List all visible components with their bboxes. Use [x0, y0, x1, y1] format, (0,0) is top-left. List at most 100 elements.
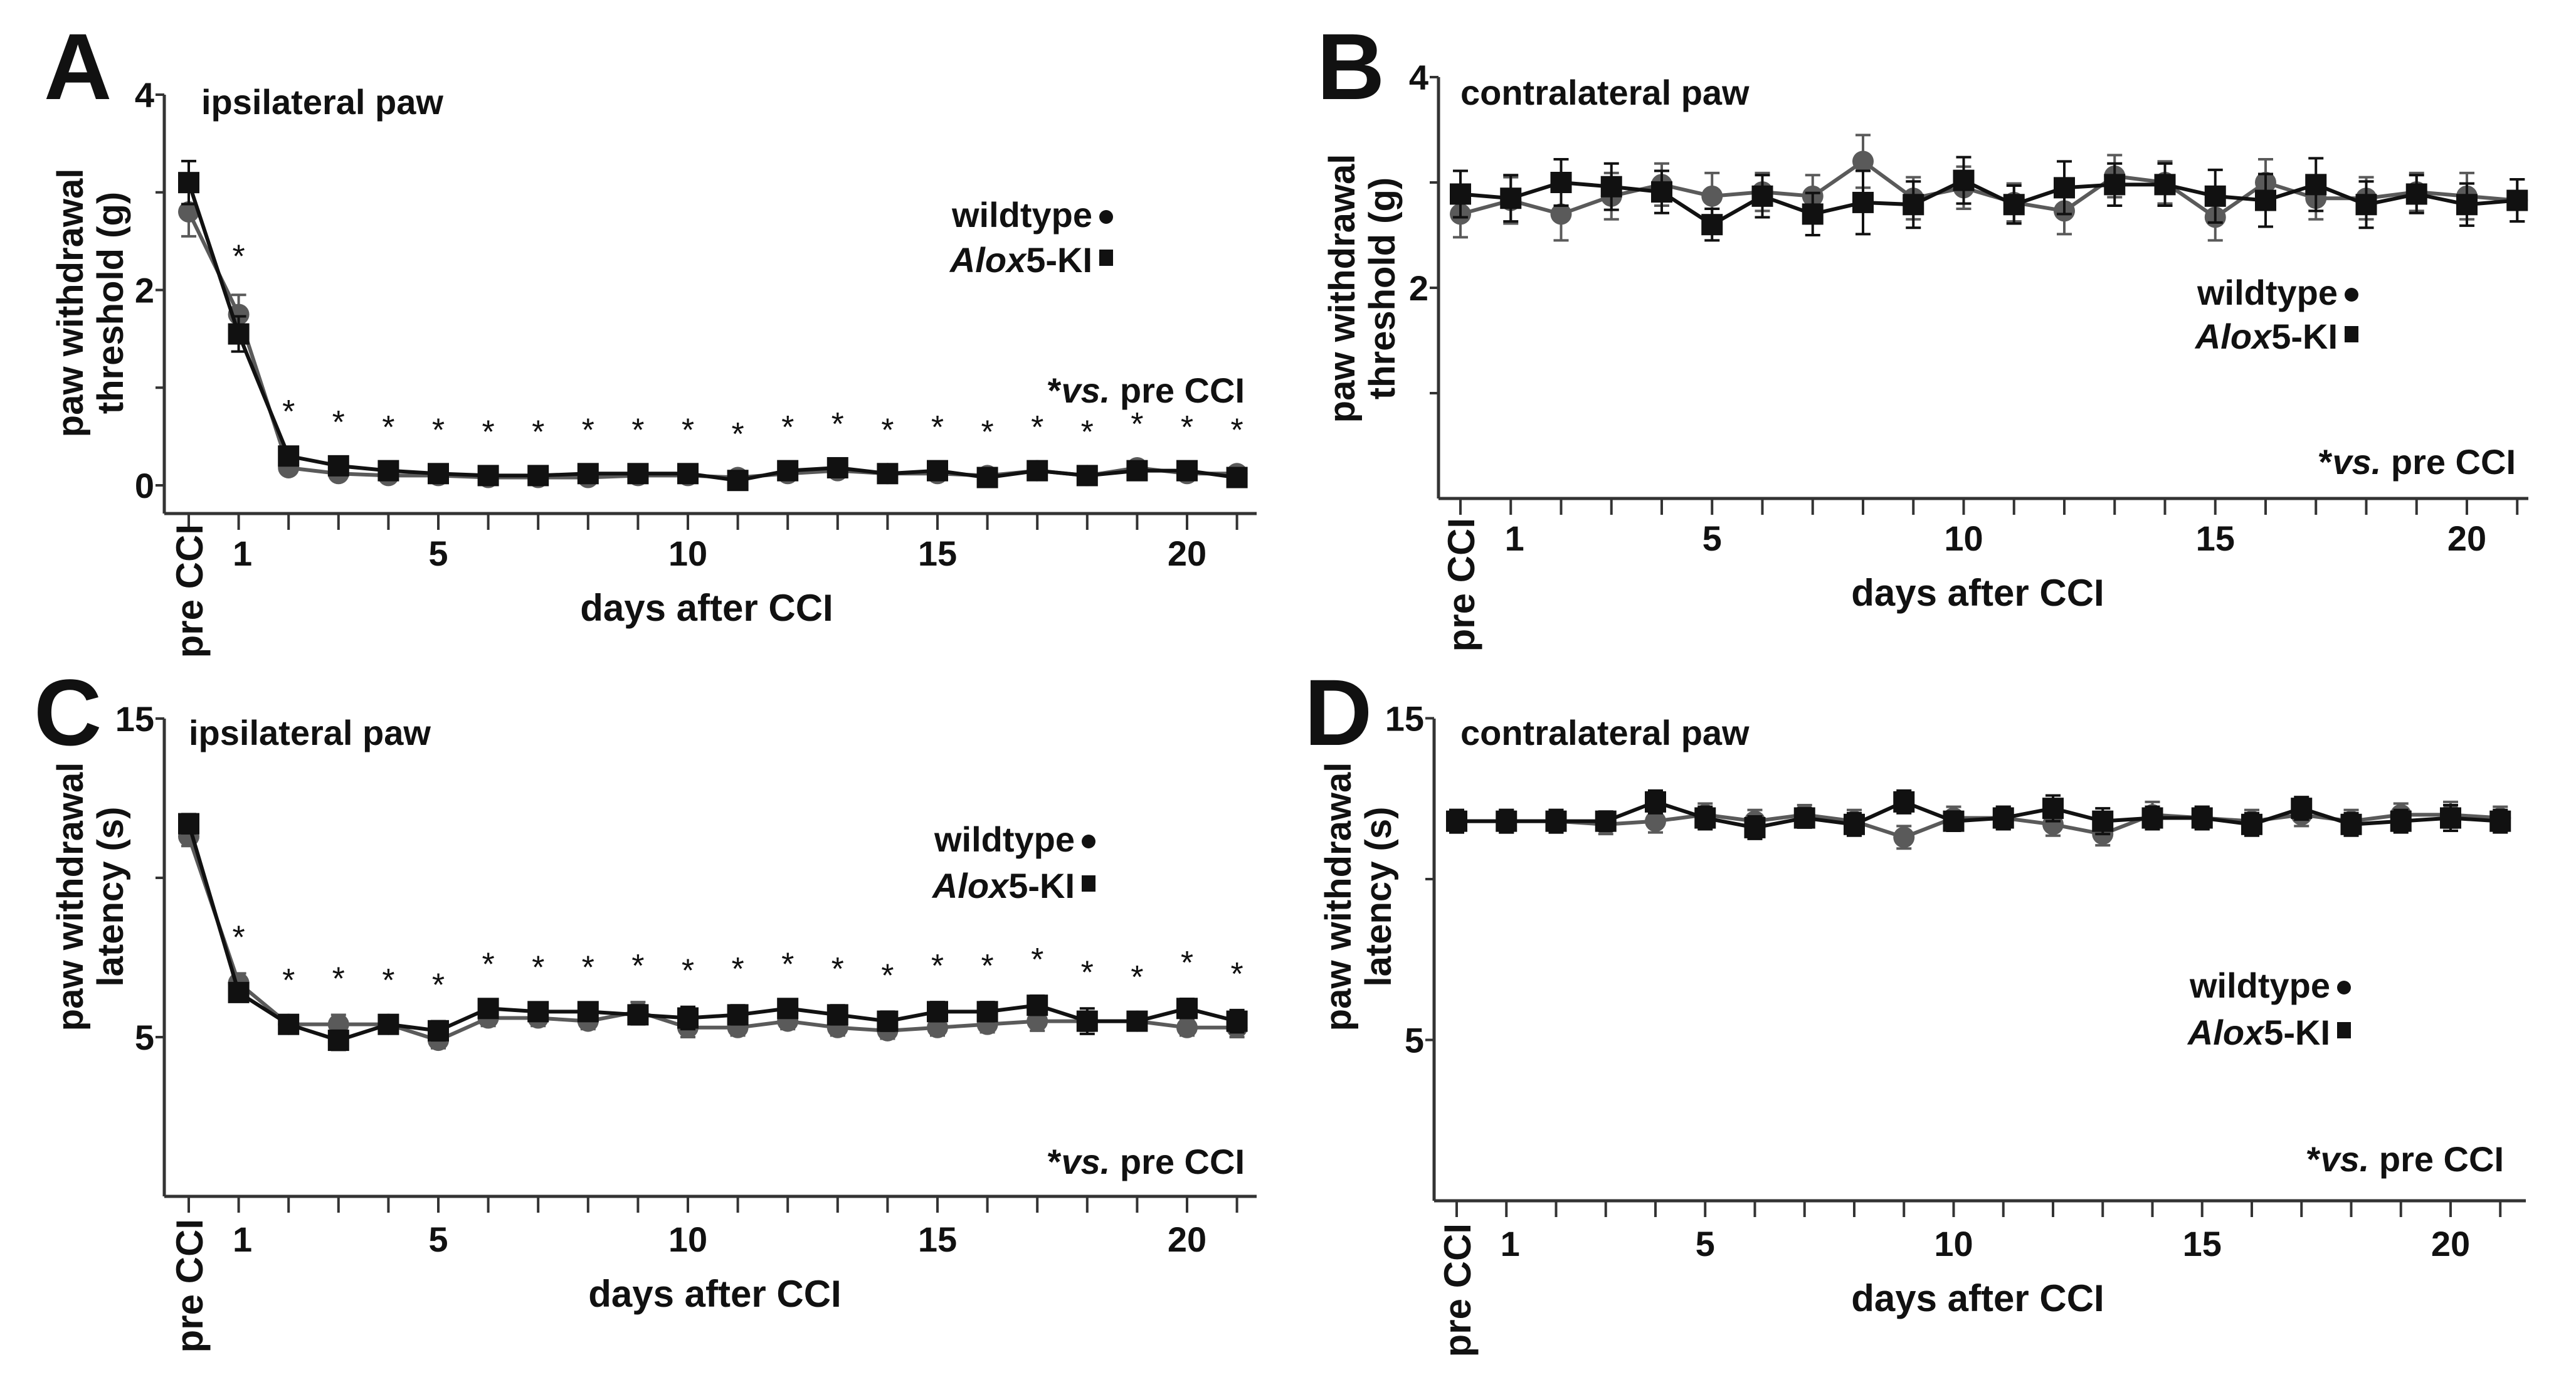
y-axis-label: latency (s) — [90, 807, 131, 987]
data-point-square — [727, 470, 749, 492]
legend-circle-icon — [2345, 288, 2358, 302]
panel-letter: A — [44, 14, 112, 119]
y-tick-label: 5 — [1405, 1021, 1424, 1060]
data-point-square — [1550, 172, 1572, 193]
data-point-circle — [178, 201, 199, 223]
note-rest: pre CCI — [1110, 371, 1245, 410]
data-point-square — [1852, 191, 1874, 213]
significance-star: * — [981, 948, 993, 984]
data-point-square — [1076, 465, 1098, 487]
significance-star: * — [781, 409, 794, 446]
data-point-square — [777, 460, 799, 482]
series-line — [1457, 799, 2501, 830]
data-point-square — [1844, 813, 1865, 835]
legend-alox5-ki-label: Alox5-KI — [2194, 317, 2338, 356]
legend-circle-icon — [2337, 981, 2351, 994]
data-point-square — [1076, 1010, 1098, 1032]
significance-star: * — [382, 409, 394, 446]
significance-star: * — [1131, 959, 1143, 996]
data-point-square — [1027, 460, 1048, 482]
significance-note: *vs. pre CCI — [1048, 371, 1245, 410]
significance-star: * — [232, 238, 245, 275]
data-point-square — [877, 1010, 899, 1032]
data-point-square — [228, 981, 250, 1003]
data-point-square — [178, 813, 199, 835]
data-point-square — [527, 465, 549, 487]
data-point-square — [327, 1030, 349, 1052]
significance-star: * — [1181, 945, 1193, 981]
legend-square-icon — [1099, 250, 1113, 266]
data-point-square — [178, 172, 199, 194]
data-point-square — [1645, 791, 1666, 813]
legend-circle-icon — [1082, 835, 1095, 848]
significance-star: * — [482, 947, 494, 983]
legend-alox5-ki-label: Alox5-KI — [931, 866, 1075, 905]
significance-star: * — [332, 404, 345, 441]
x-tick-label: 5 — [428, 1220, 448, 1259]
data-point-square — [2154, 174, 2176, 196]
panel-title: ipsilateral paw — [201, 82, 443, 122]
x-tick-label: 5 — [1702, 519, 1722, 558]
data-point-square — [1903, 194, 1924, 216]
data-point-square — [976, 467, 998, 488]
data-point-circle — [1701, 185, 1723, 207]
significance-star: * — [831, 951, 844, 988]
note-rest: pre CCI — [2381, 442, 2516, 482]
significance-star: * — [532, 414, 544, 451]
y-tick-label: 2 — [1409, 268, 1428, 308]
significance-note: *vs. pre CCI — [2319, 442, 2516, 482]
significance-star: * — [232, 919, 245, 956]
series-line — [1460, 178, 2518, 227]
legend-alox-italic: Alox — [949, 240, 1028, 280]
legend-square-icon — [2345, 326, 2358, 342]
note-rest: pre CCI — [2369, 1139, 2504, 1179]
series-alox5-ki — [178, 159, 1248, 492]
data-point-square — [1027, 994, 1048, 1016]
data-point-square — [1751, 185, 1773, 207]
legend-ki-rest: 5-KI — [2271, 317, 2338, 356]
data-point-square — [2042, 798, 2064, 820]
significance-star: * — [1081, 954, 1094, 991]
x-tick-label: 10 — [1934, 1224, 1973, 1263]
legend-wildtype-label: wildtype — [951, 195, 1092, 235]
data-point-square — [927, 1001, 948, 1023]
data-point-square — [1176, 460, 1198, 482]
significance-star: * — [1181, 409, 1193, 446]
data-point-square — [577, 1001, 599, 1023]
significance-star: * — [582, 413, 594, 449]
data-point-square — [2340, 813, 2362, 835]
data-point-square — [627, 463, 649, 485]
data-point-square — [1600, 176, 1622, 198]
series-alox5-ki — [1446, 789, 2511, 840]
data-point-square — [377, 460, 399, 482]
significance-star: * — [831, 406, 844, 443]
data-point-square — [1701, 214, 1723, 236]
significance-star: * — [1031, 942, 1043, 978]
data-point-square — [677, 1007, 699, 1029]
data-point-square — [428, 463, 449, 485]
x-tick-label: 5 — [1696, 1224, 1715, 1263]
y-axis-label: paw withdrawal — [1318, 762, 1359, 1031]
significance-star: * — [432, 413, 445, 449]
x-tick-label-pre-cci: pre CCI — [1440, 518, 1482, 651]
data-point-square — [2506, 189, 2528, 211]
data-point-square — [727, 1004, 749, 1026]
data-point-square — [927, 460, 948, 482]
y-axis-label: threshold (g) — [1362, 177, 1403, 399]
significance-star: * — [881, 413, 894, 449]
data-point-square — [777, 998, 799, 1020]
data-point-square — [2355, 194, 2377, 216]
legend-alox-italic: Alox — [2187, 1013, 2266, 1052]
y-tick-label: 0 — [135, 466, 154, 505]
significance-star: * — [282, 394, 295, 430]
data-point-square — [1500, 187, 1522, 209]
panel-title: contralateral paw — [1460, 73, 1750, 112]
y-tick-label: 15 — [1385, 699, 1424, 739]
data-point-square — [2092, 810, 2114, 832]
x-tick-label: 1 — [233, 1220, 252, 1259]
panel-letter: C — [34, 660, 102, 765]
significance-star: * — [631, 413, 644, 449]
series-line — [187, 182, 1238, 483]
series-alox5-ki — [1450, 156, 2528, 242]
